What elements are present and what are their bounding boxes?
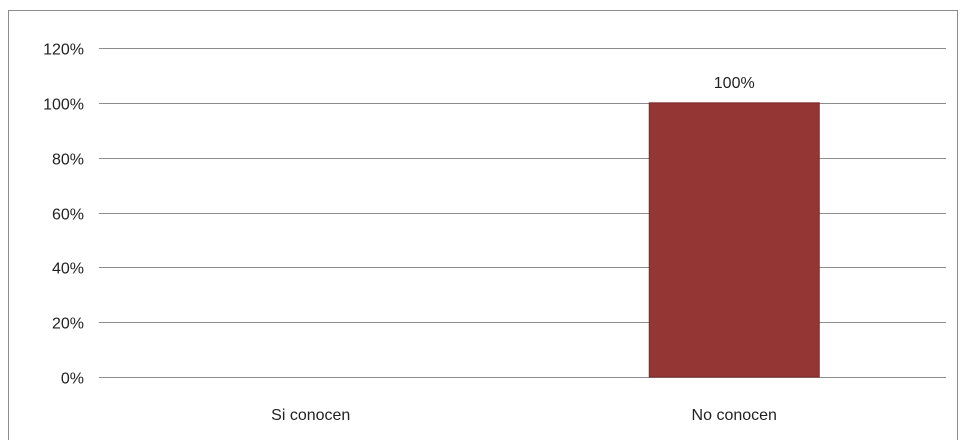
chart-frame xyxy=(8,10,958,440)
bars xyxy=(648,102,820,378)
y-tick-label: 80% xyxy=(52,152,84,169)
data-labels: 100% xyxy=(714,75,755,92)
y-tick-label: 100% xyxy=(43,97,84,114)
y-tick-label: 120% xyxy=(43,42,84,59)
x-axis-categories: Si conocen No conocen xyxy=(271,407,777,424)
x-category-label: Si conocen xyxy=(271,407,350,424)
y-tick-label: 60% xyxy=(52,207,84,224)
y-tick-label: 20% xyxy=(52,316,84,333)
gridlines xyxy=(99,48,946,378)
bar-no-conocen xyxy=(648,102,820,378)
y-axis-ticks: 0% 20% 40% 60% 80% 100% 120% xyxy=(43,42,84,388)
y-tick-label: 0% xyxy=(61,371,84,388)
x-category-label: No conocen xyxy=(692,407,777,424)
data-label: 100% xyxy=(714,75,755,92)
y-tick-label: 40% xyxy=(52,261,84,278)
